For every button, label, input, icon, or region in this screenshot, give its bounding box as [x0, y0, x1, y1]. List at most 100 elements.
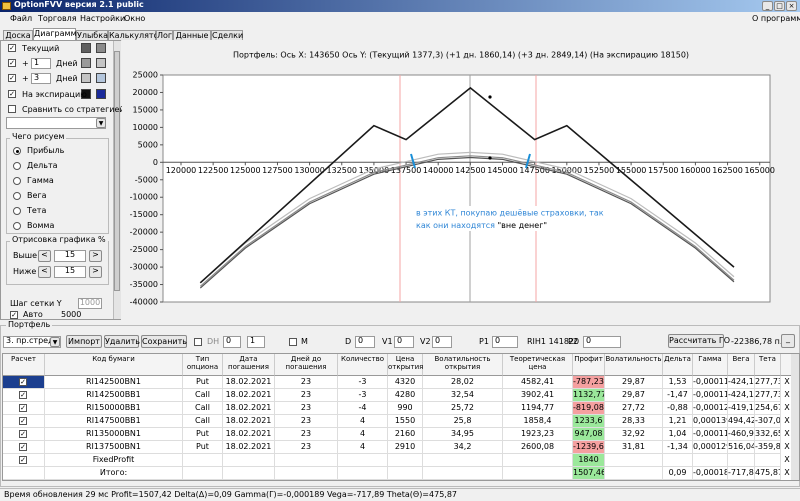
checkbox[interactable]	[289, 338, 297, 346]
button[interactable]: Сохранить	[141, 335, 187, 348]
button[interactable]: >	[89, 266, 102, 278]
input[interactable]: 1	[31, 58, 51, 69]
radio[interactable]	[13, 222, 21, 230]
input[interactable]: 15	[54, 266, 86, 278]
scroll-thumb[interactable]	[114, 51, 120, 291]
tab[interactable]: Данные	[173, 30, 211, 41]
table-header: Гамма	[693, 354, 728, 376]
color-swatch[interactable]	[81, 58, 91, 68]
delete-button[interactable]: X	[784, 390, 790, 399]
button[interactable]: <	[38, 266, 51, 278]
dropdown-arrow[interactable]: ▼	[96, 118, 106, 128]
delete-button[interactable]: X	[784, 429, 790, 438]
menu-item[interactable]: Окно	[124, 14, 146, 23]
window-button[interactable]: ×	[786, 1, 797, 11]
color-swatch[interactable]	[96, 43, 106, 53]
input[interactable]: 0	[492, 336, 518, 348]
input[interactable]: 15	[54, 250, 86, 262]
radio[interactable]	[13, 147, 21, 155]
tab[interactable]: Сделки	[211, 30, 244, 41]
radio-label: Вомма	[27, 221, 55, 230]
radio[interactable]	[13, 177, 21, 185]
checkbox[interactable]: ✓	[8, 90, 16, 98]
table-cell: RI150000BB1	[45, 402, 183, 415]
radio[interactable]	[13, 162, 21, 170]
checkbox[interactable]: ✓	[10, 311, 18, 319]
table-header: Волатильность открытия	[423, 354, 503, 376]
chart-title: Портфель: Ось X: 143650 Ось Y: (Текущий …	[233, 51, 689, 60]
radio[interactable]	[13, 192, 21, 200]
button[interactable]: Импорт	[66, 335, 102, 348]
delete-button[interactable]: X	[784, 416, 790, 425]
tab[interactable]: Лог	[156, 30, 173, 41]
groupbox	[6, 241, 109, 285]
table-cell: 2910	[388, 441, 423, 454]
table-cell: 18.02.2021	[223, 376, 275, 389]
menu-item[interactable]: Торговля	[38, 14, 77, 23]
color-swatch[interactable]	[96, 73, 106, 83]
button[interactable]: Удалить	[104, 335, 140, 348]
table-cell	[388, 467, 423, 480]
input[interactable]: 0	[432, 336, 452, 348]
input[interactable]: 0	[583, 336, 621, 348]
table-cell	[605, 467, 663, 480]
window-button[interactable]: _	[762, 1, 773, 11]
dropdown-arrow[interactable]: ▼	[50, 337, 60, 347]
color-swatch[interactable]	[81, 73, 91, 83]
window-button[interactable]: □	[774, 1, 785, 11]
delete-button[interactable]: X	[784, 403, 790, 412]
checkbox[interactable]: ✓	[8, 44, 16, 52]
button[interactable]: Рассчитать ГО	[668, 334, 730, 348]
button[interactable]: _	[781, 334, 795, 348]
series-line	[199, 156, 735, 289]
table-cell: -717,89	[728, 467, 755, 480]
button[interactable]: <	[38, 250, 51, 262]
checkbox[interactable]: ✓	[19, 417, 27, 425]
menu-item[interactable]: О программе	[752, 14, 800, 23]
spinner[interactable]: 1	[247, 336, 265, 348]
spinner[interactable]: 0	[223, 336, 241, 348]
tab[interactable]: Улыбка	[76, 30, 108, 41]
checkbox[interactable]	[8, 105, 16, 113]
checkbox[interactable]: ✓	[19, 456, 27, 464]
table-cell: ✓	[3, 389, 45, 402]
delete-button[interactable]: X	[784, 377, 790, 386]
checkbox[interactable]: ✓	[19, 404, 27, 412]
menu-item[interactable]: Файл	[10, 14, 33, 23]
table-cell: 277,73	[755, 389, 781, 402]
input[interactable]: 0	[355, 336, 375, 348]
checkbox[interactable]	[194, 338, 202, 346]
table-cell: 1132,77	[573, 389, 605, 402]
checkbox[interactable]: ✓	[19, 391, 27, 399]
tab[interactable]: Доска	[3, 30, 33, 41]
tab[interactable]: Калькулятор	[108, 30, 164, 41]
delete-button[interactable]: X	[784, 442, 790, 451]
checkbox[interactable]: ✓	[19, 378, 27, 386]
input[interactable]: 3	[31, 73, 51, 84]
checkbox[interactable]: ✓	[8, 59, 16, 67]
tab[interactable]: Диаграмма	[33, 28, 82, 41]
menu-item[interactable]: Настройки	[80, 14, 126, 23]
app-icon	[2, 2, 11, 10]
radio-dot	[16, 150, 19, 153]
dropdown[interactable]: 3. пр.стредл ▼	[3, 336, 61, 348]
delete-button[interactable]: X	[784, 468, 790, 477]
button[interactable]: >	[89, 250, 102, 262]
color-swatch[interactable]	[81, 43, 91, 53]
color-swatch[interactable]	[96, 89, 106, 99]
color-swatch[interactable]	[96, 58, 106, 68]
y-tick-label: 10000	[133, 123, 158, 132]
checkbox[interactable]: ✓	[19, 430, 27, 438]
input[interactable]: 0	[394, 336, 414, 348]
input[interactable]: 1000	[78, 298, 102, 309]
label: Текущий	[22, 44, 60, 53]
delete-button[interactable]: X	[784, 455, 790, 464]
radio[interactable]	[13, 207, 21, 215]
checkbox[interactable]: ✓	[8, 74, 16, 82]
dropdown[interactable]: ▼	[6, 117, 106, 129]
table-cell: Put	[183, 376, 223, 389]
table-cell: 32,54	[423, 389, 503, 402]
table-cell: 29,87	[605, 376, 663, 389]
color-swatch[interactable]	[81, 89, 91, 99]
checkbox[interactable]: ✓	[19, 443, 27, 451]
